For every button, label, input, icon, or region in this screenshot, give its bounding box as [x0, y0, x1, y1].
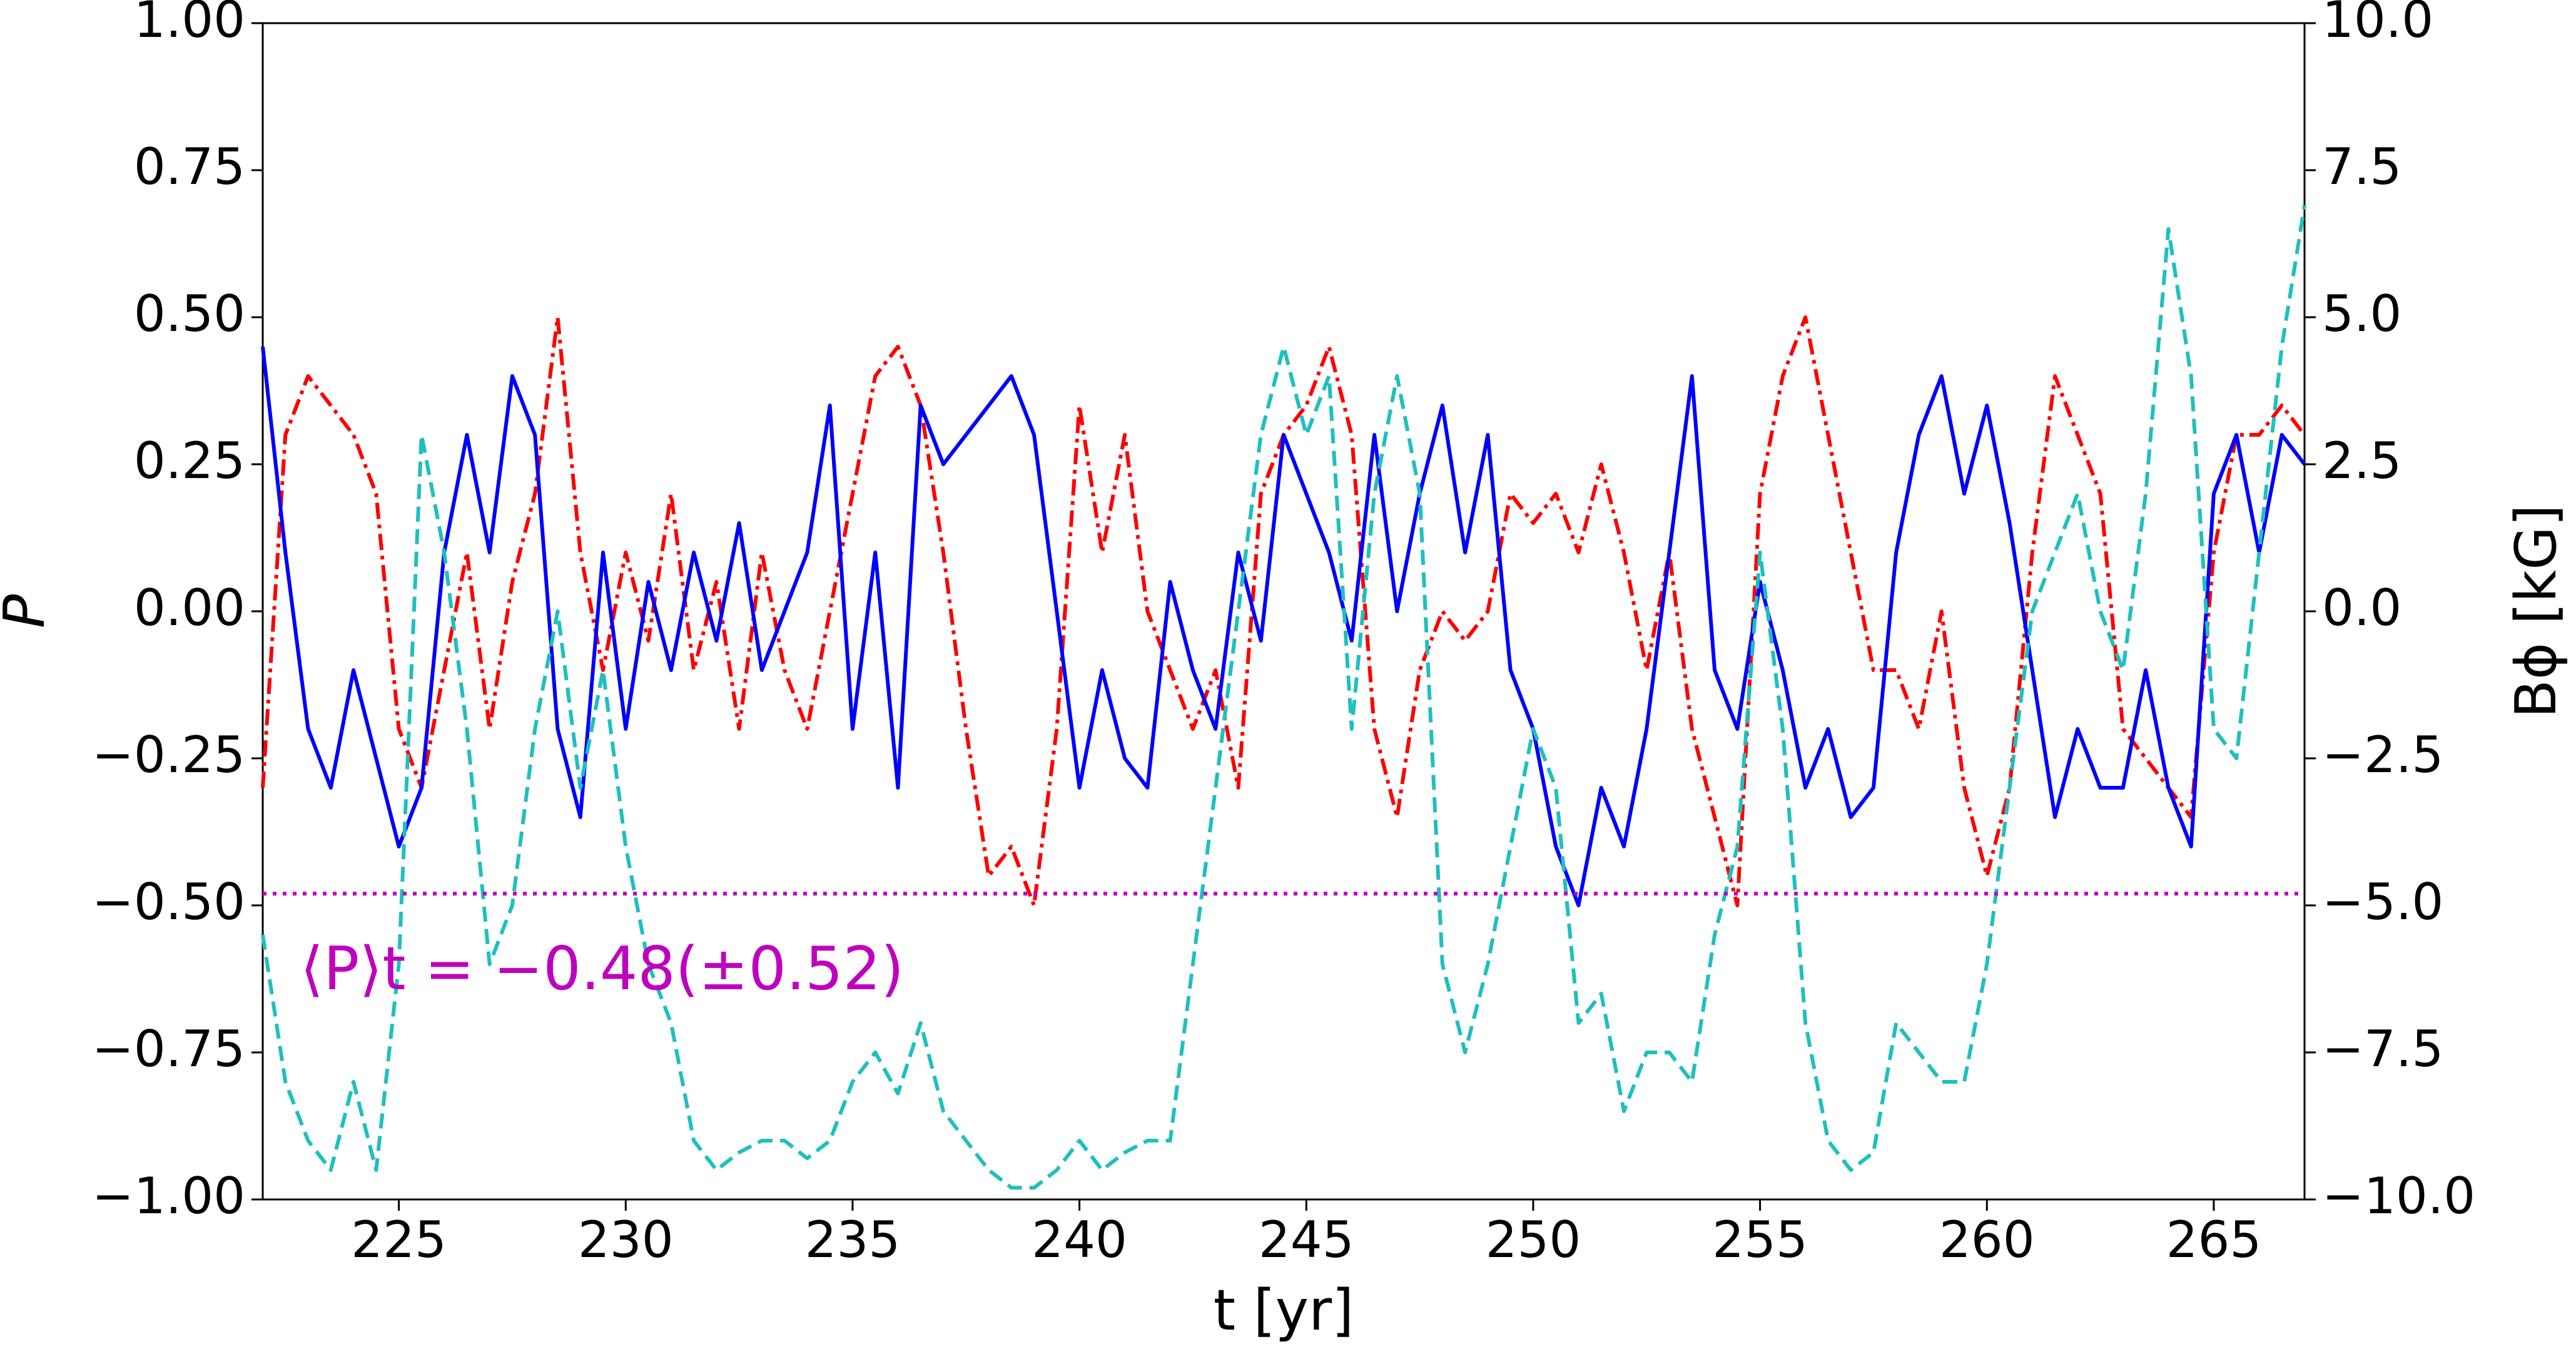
- y-tick-label: 0.75: [134, 138, 245, 196]
- y-tick-label: 0.50: [134, 285, 245, 343]
- y-tick-label: −1.00: [92, 1167, 245, 1225]
- x-tick-label: 240: [1032, 1211, 1127, 1269]
- x-tick-label: 255: [1712, 1211, 1808, 1269]
- y2-tick-label: 2.5: [2322, 432, 2401, 490]
- series-line: [261, 205, 2306, 1190]
- x-tick-label: 235: [805, 1211, 901, 1269]
- x-tick-label: 260: [1939, 1211, 2035, 1269]
- y-tick-label: −0.75: [92, 1020, 245, 1078]
- y2-tick-label: −7.5: [2322, 1020, 2443, 1078]
- y2-axis-label: Bϕ [kG]: [2503, 504, 2569, 718]
- y-tick-label: −0.25: [92, 726, 245, 784]
- y-tick-label: 0.00: [134, 579, 245, 637]
- x-tick-label: 265: [2166, 1211, 2262, 1269]
- x-tick-label: 245: [1259, 1211, 1354, 1269]
- y-tick-label: 1.00: [134, 0, 245, 49]
- y2-tick-label: 5.0: [2322, 285, 2401, 343]
- y2-tick-label: 7.5: [2322, 138, 2401, 196]
- series-line: [261, 315, 2306, 907]
- y-axis-label: P: [0, 594, 58, 628]
- x-tick-label: 250: [1486, 1211, 1581, 1269]
- y2-tick-label: 10.0: [2322, 0, 2433, 49]
- x-tick-label: 230: [578, 1211, 674, 1269]
- y2-tick-label: −5.0: [2322, 873, 2443, 931]
- y2-tick-label: −2.5: [2322, 726, 2443, 784]
- y2-tick-label: −10.0: [2322, 1167, 2475, 1225]
- x-tick-label: 225: [351, 1211, 447, 1269]
- plot-frame: [261, 22, 2306, 1201]
- y-tick-label: 0.25: [134, 432, 245, 490]
- x-axis-label: t [yr]: [1214, 1278, 1354, 1343]
- y-tick-label: −0.50: [92, 873, 245, 931]
- annotation: ⟨P⟩t = −0.48(±0.52): [300, 935, 904, 1004]
- series-line: [261, 346, 2306, 907]
- y2-tick-label: 0.0: [2322, 579, 2401, 637]
